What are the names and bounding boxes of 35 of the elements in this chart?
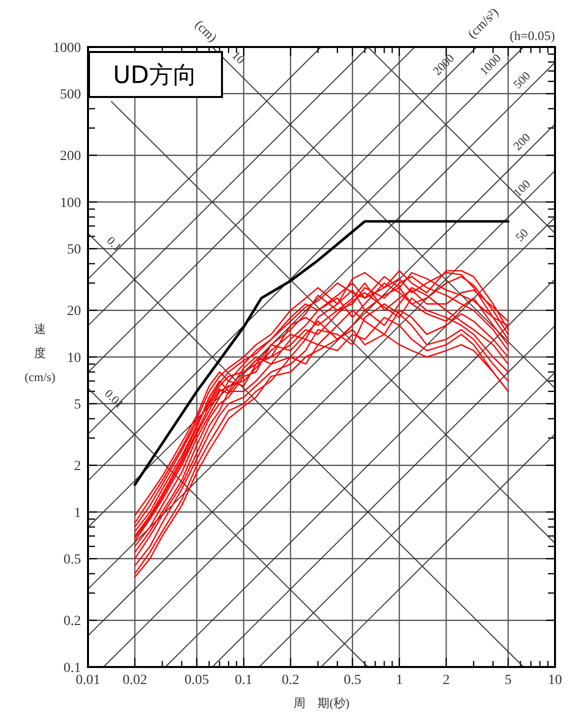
text: 100 [510, 177, 534, 200]
y-tick-label: 100 [60, 196, 81, 211]
x-tick-label: 10 [548, 673, 562, 688]
x-tick-label: 1 [396, 673, 403, 688]
text: 10 [229, 48, 248, 67]
y-tick-label: 1 [74, 506, 81, 521]
text: 0.01 [102, 386, 127, 412]
y-tick-label: 2 [74, 459, 81, 474]
text: 200 [510, 130, 534, 154]
title: UD方向 [88, 51, 223, 98]
y-tick-label: 0.5 [64, 552, 81, 568]
y-tick-label: 1000 [53, 40, 81, 56]
x-tick-label: 0.05 [184, 673, 210, 688]
x-tick-label: 0.2 [282, 673, 300, 688]
text: 0.1 [104, 234, 124, 254]
y-tick-label: 200 [60, 149, 81, 164]
text: (h=0.05) [510, 28, 555, 43]
text: (cm) [192, 16, 220, 45]
x-tick-label: 0.1 [234, 673, 252, 688]
x-tick-label: 0.01 [76, 673, 100, 688]
y-tick-label: 10 [67, 350, 81, 366]
text: 50 [512, 226, 531, 244]
y-tick-label: 0.2 [64, 614, 81, 630]
x-tick-label: 0.02 [122, 673, 148, 688]
y-tick-label: 0.1 [64, 660, 81, 676]
y-tick-label: 5 [74, 398, 81, 413]
y-tick-label: 20 [67, 304, 81, 320]
x-axis-title: 周 期(秒) [294, 696, 350, 710]
y-axis-title: 速度(cm/s) [24, 322, 56, 384]
x-tick-label: 5 [504, 673, 512, 688]
x-tick-label: 0.5 [344, 673, 362, 688]
y-tick-label: 500 [60, 88, 81, 103]
y-tick-label: 50 [67, 242, 81, 258]
text: 500 [510, 68, 534, 92]
x-tick-label: 2 [442, 673, 450, 688]
